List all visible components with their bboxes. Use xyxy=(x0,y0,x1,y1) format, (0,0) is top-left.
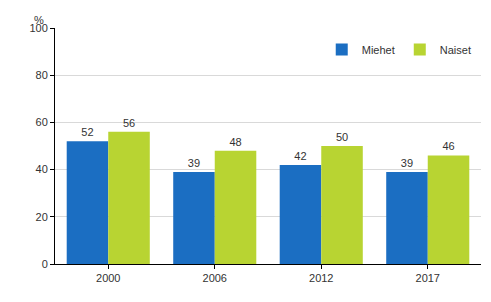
svg-text:50: 50 xyxy=(336,131,348,143)
svg-text:60: 60 xyxy=(36,116,48,128)
svg-text:20: 20 xyxy=(36,211,48,223)
svg-text:%: % xyxy=(34,14,44,26)
svg-text:39: 39 xyxy=(188,157,200,169)
svg-text:Naiset: Naiset xyxy=(440,44,471,56)
svg-text:48: 48 xyxy=(229,136,241,148)
svg-text:0: 0 xyxy=(42,258,48,270)
svg-text:42: 42 xyxy=(294,150,306,162)
svg-text:2000: 2000 xyxy=(96,272,120,284)
svg-text:52: 52 xyxy=(81,126,93,138)
svg-text:2017: 2017 xyxy=(416,272,440,284)
svg-text:80: 80 xyxy=(36,69,48,81)
svg-text:2006: 2006 xyxy=(203,272,227,284)
svg-text:40: 40 xyxy=(36,163,48,175)
svg-text:2012: 2012 xyxy=(309,272,333,284)
svg-text:46: 46 xyxy=(442,140,454,152)
svg-text:100: 100 xyxy=(29,22,47,34)
svg-text:56: 56 xyxy=(123,117,135,129)
svg-text:39: 39 xyxy=(401,157,413,169)
svg-text:Miehet: Miehet xyxy=(362,44,395,56)
